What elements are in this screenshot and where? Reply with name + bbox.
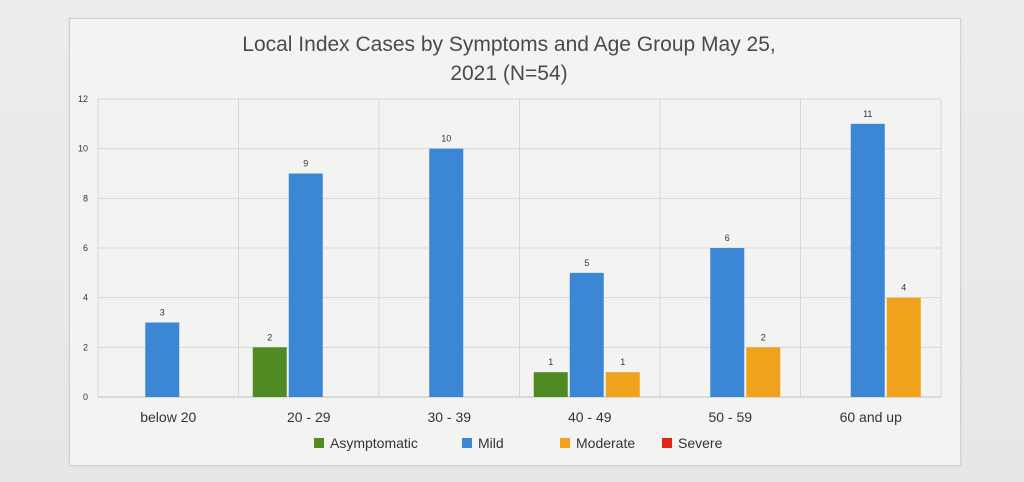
chart-title: Local Index Cases by Symptoms and Age Gr…: [242, 33, 775, 85]
bar-mild: [850, 123, 885, 397]
legend-swatch-mild: [462, 438, 472, 448]
chart-title-line-2: 2021 (N=54): [450, 62, 567, 85]
bar-mild: [569, 272, 604, 397]
bar-asymptomatic: [252, 347, 287, 397]
x-axis-ticks: below 20 20 - 29 30 - 39 40 - 49 50 - 59 60 a…: [140, 409, 902, 425]
data-label: 9: [303, 159, 308, 169]
data-label: 1: [620, 357, 625, 367]
legend-label-severe: Severe: [678, 435, 723, 451]
chart-container: [69, 18, 961, 466]
legend-label-moderate: Moderate: [576, 435, 635, 451]
gridlines: [97, 98, 942, 398]
y-tick-label: 12: [78, 94, 88, 104]
data-labels: 3 2 9 10 1 5 1 6 2 11 4: [160, 109, 907, 367]
bar-asymptomatic: [533, 372, 568, 397]
x-tick-label: 40 - 49: [568, 409, 612, 425]
bar-mild: [145, 322, 180, 397]
y-tick-label: 4: [83, 293, 88, 303]
data-label: 2: [267, 332, 272, 342]
legend-label-mild: Mild: [478, 435, 504, 451]
data-label: 5: [584, 258, 589, 268]
data-label: 11: [863, 109, 872, 119]
x-tick-label: 60 and up: [840, 409, 902, 425]
legend-label-asymptomatic: Asymptomatic: [330, 435, 418, 451]
x-tick-label: 20 - 29: [287, 409, 331, 425]
chart-title-line-1: Local Index Cases by Symptoms and Age Gr…: [242, 33, 775, 56]
y-tick-label: 2: [83, 342, 88, 352]
legend-swatch-moderate: [560, 438, 570, 448]
y-tick-label: 0: [83, 392, 88, 402]
data-label: 6: [725, 233, 730, 243]
legend-swatch-asymptomatic: [314, 438, 324, 448]
x-tick-label: below 20: [140, 409, 196, 425]
data-label: 4: [901, 283, 906, 293]
bar-mild: [429, 148, 464, 397]
bar-moderate: [605, 372, 640, 397]
x-tick-label: 30 - 39: [427, 409, 471, 425]
data-label: 2: [761, 332, 766, 342]
y-tick-label: 8: [83, 193, 88, 203]
y-axis-ticks: 0 2 4 6 8 10 12: [78, 94, 88, 402]
legend-swatch-severe: [662, 438, 672, 448]
y-tick-label: 10: [78, 144, 88, 154]
data-label: 1: [548, 357, 553, 367]
legend: Asymptomatic Mild Moderate Severe: [314, 435, 723, 451]
bar-mild: [288, 173, 323, 397]
x-tick-label: 50 - 59: [708, 409, 752, 425]
data-label: 3: [160, 308, 165, 318]
bar-moderate: [886, 297, 921, 397]
data-label: 10: [441, 134, 451, 144]
bar-moderate: [746, 347, 781, 397]
bars: [145, 123, 921, 397]
bar-mild: [710, 248, 745, 397]
y-tick-label: 6: [83, 243, 88, 253]
